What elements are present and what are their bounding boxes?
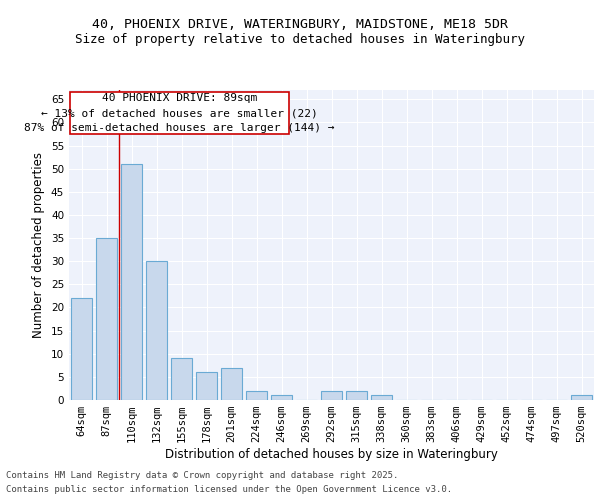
Bar [246,390,267,400]
Text: 40, PHOENIX DRIVE, WATERINGBURY, MAIDSTONE, ME18 5DR: 40, PHOENIX DRIVE, WATERINGBURY, MAIDSTO… [92,18,508,30]
X-axis label: Distribution of detached houses by size in Wateringbury: Distribution of detached houses by size … [165,448,498,461]
Text: Contains public sector information licensed under the Open Government Licence v3: Contains public sector information licen… [6,484,452,494]
Text: 40 PHOENIX DRIVE: 89sqm
← 13% of detached houses are smaller (22)
87% of semi-de: 40 PHOENIX DRIVE: 89sqm ← 13% of detache… [25,94,335,133]
Bar [371,396,392,400]
FancyBboxPatch shape [70,92,289,134]
Bar [121,164,142,400]
Bar [196,372,217,400]
Bar [271,396,292,400]
Bar [171,358,192,400]
Bar [96,238,117,400]
Bar [221,368,242,400]
Bar [321,390,342,400]
Y-axis label: Number of detached properties: Number of detached properties [32,152,46,338]
Text: Contains HM Land Registry data © Crown copyright and database right 2025.: Contains HM Land Registry data © Crown c… [6,472,398,480]
Text: Size of property relative to detached houses in Wateringbury: Size of property relative to detached ho… [75,32,525,46]
Bar [146,261,167,400]
Bar [346,390,367,400]
Bar [571,396,592,400]
Bar [71,298,92,400]
